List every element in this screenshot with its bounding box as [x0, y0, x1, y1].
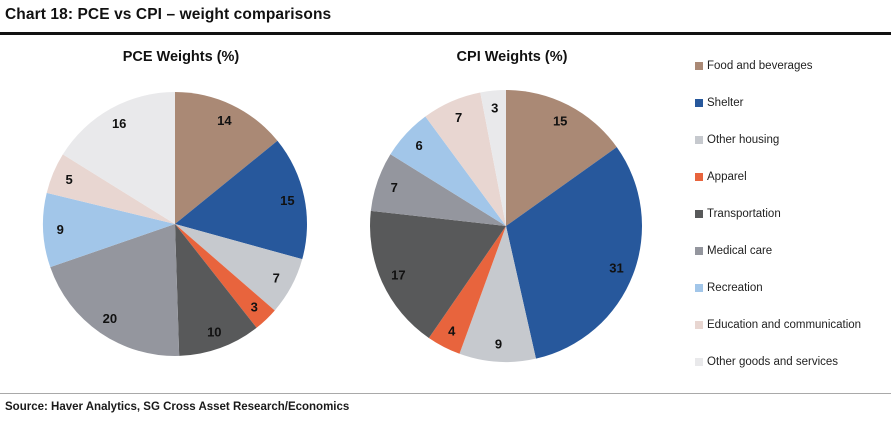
pce-pie-title: PCE Weights (%)	[122, 49, 240, 65]
pie-slice-medical-care	[370, 154, 506, 226]
slice-value-label: 31	[609, 261, 623, 276]
legend-item-apparel: Apparel	[695, 171, 887, 183]
legend-item-shelter: Shelter	[695, 97, 887, 109]
slice-value-label: 15	[280, 193, 294, 208]
slice-value-label: 5	[65, 172, 72, 187]
title-divider	[0, 32, 891, 35]
legend-swatch-icon	[695, 358, 703, 366]
legend-item-transportation: Transportation	[695, 208, 887, 220]
pie-slice-food-and-beverages	[506, 90, 617, 226]
legend-swatch-icon	[695, 284, 703, 292]
slice-value-label: 9	[57, 222, 64, 237]
slice-value-label: 6	[415, 138, 422, 153]
legend-swatch-icon	[695, 136, 703, 144]
pie-slice-medical-care	[50, 224, 180, 356]
chart-title: Chart 18: PCE vs CPI – weight comparison…	[5, 6, 332, 23]
slice-value-label: 9	[495, 337, 502, 352]
pie-slice-food-and-beverages	[175, 92, 278, 224]
footer-divider	[0, 393, 891, 394]
legend-swatch-icon	[695, 247, 703, 255]
pce-pie-chart: 14 15 73 10 20 9 5 16	[43, 92, 307, 356]
cpi-pie-chart: 15 31 9 4 17 7 6 7 3	[369, 90, 642, 362]
legend-swatch-icon	[695, 62, 703, 70]
pie-slice-recreation	[43, 192, 176, 268]
pie-slice-other-housing	[175, 224, 303, 311]
legend-label: Other goods and services	[707, 356, 839, 368]
pie-slice-apparel	[175, 224, 275, 328]
legend-item-other-goods-and-services: Other goods and services	[695, 356, 887, 368]
legend-label: Apparel	[707, 171, 747, 183]
slice-value-label: 7	[273, 271, 280, 286]
slice-value-label: 15	[553, 113, 567, 128]
legend-label: Transportation	[707, 208, 781, 220]
slice-value-label: 16	[112, 116, 126, 131]
legend-swatch-icon	[695, 210, 703, 218]
pie-slice-recreation	[390, 116, 506, 226]
legend-item-education-and-communication: Education and communication	[695, 319, 887, 331]
legend-swatch-icon	[695, 99, 703, 107]
slice-value-label: 10	[207, 324, 221, 339]
legend-swatch-icon	[695, 173, 703, 181]
pie-slice-other-housing	[459, 226, 536, 362]
pie-slice-other-goods-and-services	[480, 90, 506, 226]
cpi-pie-title: CPI Weights (%)	[456, 49, 568, 65]
legend-label: Education and communication	[707, 319, 862, 331]
legend-label: Shelter	[707, 97, 744, 109]
legend-swatch-icon	[695, 321, 703, 329]
pie-slice-education-and-communication	[46, 154, 175, 224]
pie-slice-other-goods-and-services	[62, 92, 175, 224]
legend-item-food-and-beverages: Food and beverages	[695, 60, 887, 72]
legend: Food and beverages Shelter Other housing Ap…	[695, 60, 887, 393]
slice-value-label: 3	[251, 300, 258, 315]
slice-value-label: 20	[103, 311, 117, 326]
pie-slice-education-and-communication	[425, 92, 506, 226]
pie-slice-apparel	[428, 226, 506, 354]
slice-value-label: 7	[455, 110, 462, 125]
legend-item-medical-care: Medical care	[695, 245, 887, 257]
legend-item-other-housing: Other housing	[695, 134, 887, 146]
legend-label: Medical care	[707, 245, 773, 257]
slice-value-label: 7	[391, 180, 398, 195]
slice-value-label: 4	[448, 324, 456, 339]
slice-value-label: 3	[491, 101, 498, 116]
slice-value-label: 17	[391, 268, 405, 283]
slice-value-label: 14	[217, 113, 232, 128]
legend-label: Recreation	[707, 282, 763, 294]
legend-item-recreation: Recreation	[695, 282, 887, 294]
pie-slice-transportation	[369, 210, 506, 339]
legend-label: Other housing	[707, 134, 780, 146]
pie-slice-shelter	[175, 140, 307, 260]
pie-slice-shelter	[506, 147, 642, 359]
legend-label: Food and beverages	[707, 60, 813, 72]
source-note: Source: Haver Analytics, SG Cross Asset …	[5, 401, 350, 413]
pie-slice-transportation	[175, 224, 257, 356]
